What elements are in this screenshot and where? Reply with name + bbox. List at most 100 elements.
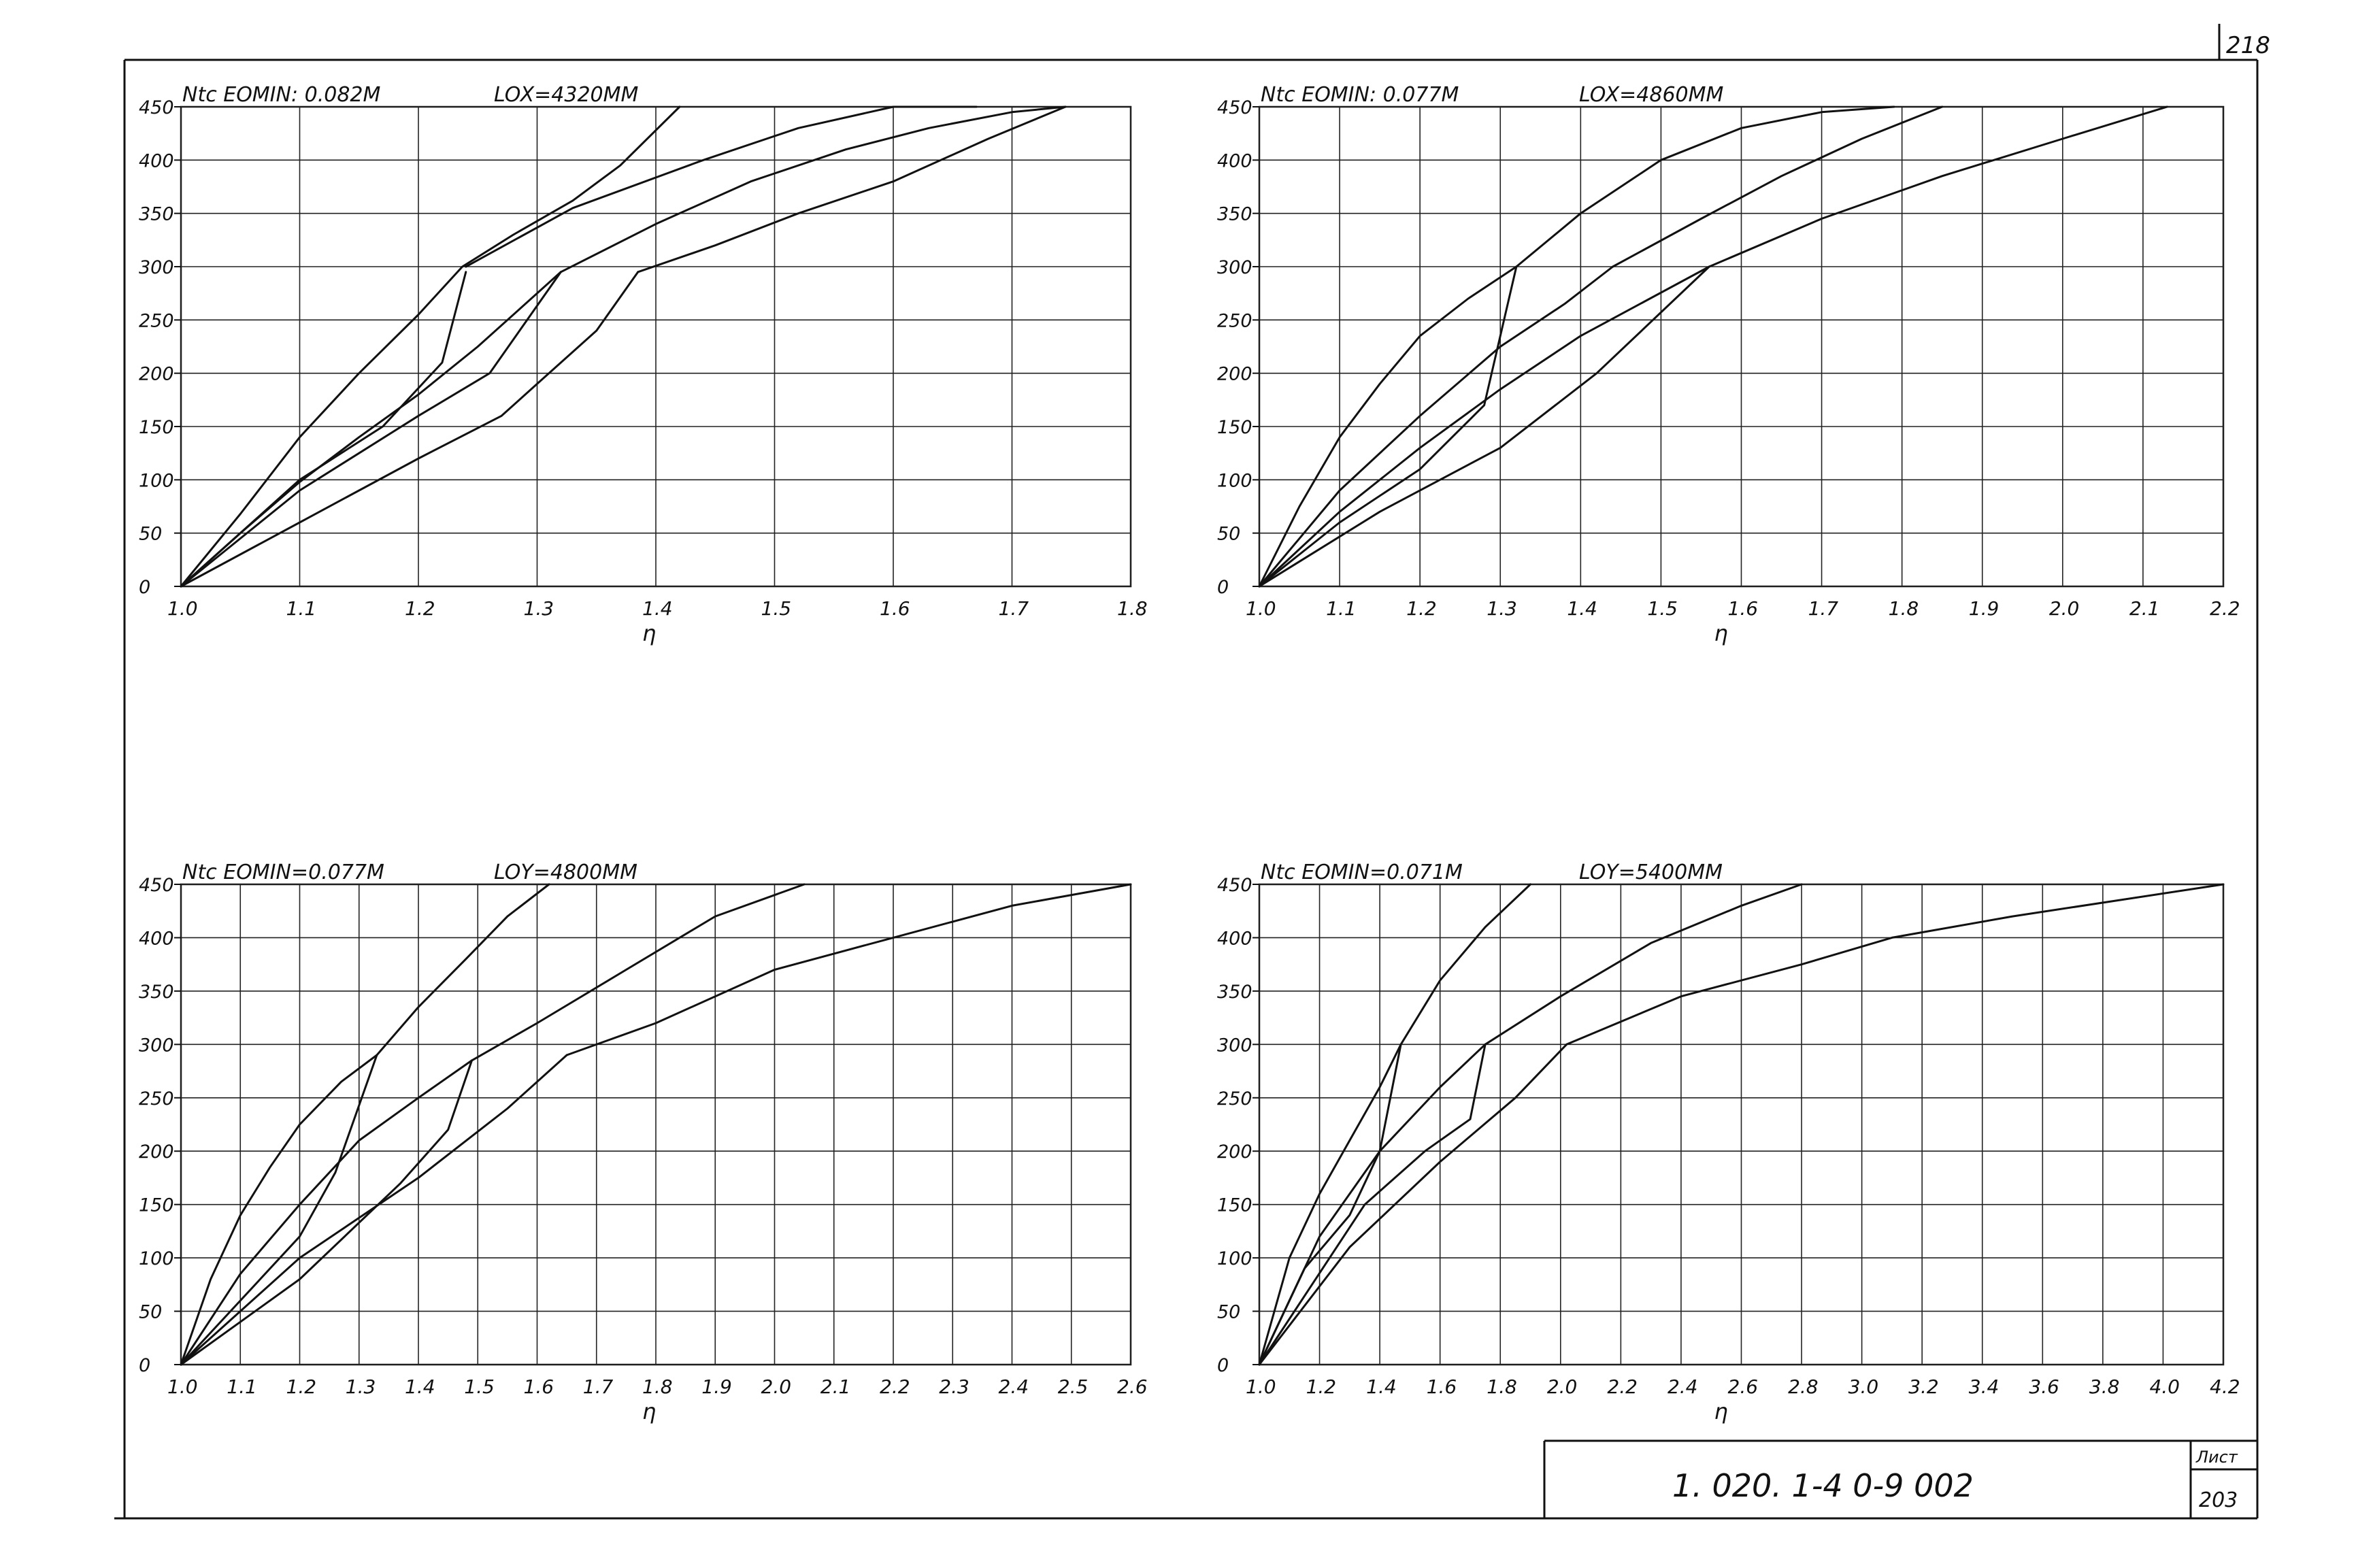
x-tick-label: 1.6 bbox=[1728, 597, 1759, 620]
chart-title: Ntc EOMIN=0.071M bbox=[1261, 861, 1463, 884]
x-tick-label: 2.0 bbox=[1547, 1375, 1578, 1398]
series-line bbox=[180, 1054, 378, 1366]
chart-subtitle: LOY=5400MM bbox=[1579, 861, 1723, 884]
y-tick-label: 150 bbox=[139, 1195, 174, 1216]
series-line bbox=[1258, 265, 1614, 588]
x-tick-label: 3.2 bbox=[1908, 1375, 1939, 1398]
x-tick-label: 1.3 bbox=[1487, 597, 1517, 620]
x-tick-label: 1.8 bbox=[1117, 597, 1148, 620]
y-tick-label: 100 bbox=[139, 470, 174, 491]
x-tick-label: 1.7 bbox=[1808, 597, 1839, 620]
series-line bbox=[1258, 265, 1518, 588]
y-tick-label: 50 bbox=[139, 1302, 162, 1323]
y-tick-label: 250 bbox=[1217, 1088, 1252, 1110]
y-tick-label: 50 bbox=[1217, 1302, 1240, 1323]
chart-3: 1.0 1.1 1.2 1.3 1.4 1.5 1.6 1.7 1.8 1.9 2.0 2.1 2.2 2… bbox=[139, 861, 1148, 1424]
y-tick-label: 200 bbox=[1217, 1141, 1252, 1163]
y-tick-label: 250 bbox=[139, 1088, 174, 1110]
series-line bbox=[1258, 265, 1710, 588]
series-line bbox=[180, 1054, 568, 1366]
y-tick-label: 150 bbox=[1217, 417, 1252, 438]
x-axis-label: η bbox=[642, 1399, 656, 1424]
y-tick-label: 350 bbox=[139, 982, 174, 1003]
x-tick-label: 1.6 bbox=[524, 1375, 554, 1398]
series-line bbox=[1399, 883, 1531, 1046]
x-tick-label: 1.9 bbox=[1969, 597, 1999, 620]
x-tick-label: 2.1 bbox=[820, 1375, 851, 1398]
series-line bbox=[565, 883, 1132, 1056]
plots-layer: 1.0 1.1 1.2 1.3 1.4 1.5 1.6 1.7 1.8 0 50 100 150 200 2… bbox=[139, 83, 2240, 1424]
x-tick-label: 1.0 bbox=[1246, 1375, 1276, 1398]
series-line bbox=[180, 271, 562, 588]
y-tick-label: 400 bbox=[1217, 150, 1252, 171]
y-tick-label: 450 bbox=[1217, 97, 1252, 118]
x-tick-label: 1.8 bbox=[1889, 597, 1919, 620]
y-tick-label: 300 bbox=[139, 1035, 174, 1056]
y-tick-label: 450 bbox=[139, 97, 174, 118]
series-line bbox=[180, 271, 640, 588]
series-line bbox=[180, 1054, 378, 1366]
x-tick-label: 1.4 bbox=[1567, 597, 1597, 620]
series-line bbox=[1258, 265, 1710, 588]
x-tick-label: 2.0 bbox=[2049, 597, 2080, 620]
x-tick-label: 2.8 bbox=[1788, 1375, 1819, 1398]
series-line bbox=[1612, 105, 1944, 268]
x-tick-label: 1.0 bbox=[1246, 597, 1276, 620]
y-tick-label: 300 bbox=[1217, 257, 1252, 278]
y-tick-label: 0 bbox=[1217, 1355, 1229, 1376]
x-axis-label: η bbox=[1714, 1399, 1728, 1424]
x-tick-label: 2.2 bbox=[2210, 597, 2240, 620]
y-tick-label: 450 bbox=[1217, 875, 1252, 896]
y-tick-label: 400 bbox=[1217, 928, 1252, 949]
series-line bbox=[1258, 1043, 1402, 1366]
series-line bbox=[1515, 105, 1895, 268]
series-line bbox=[1258, 1043, 1402, 1366]
x-tick-label: 2.1 bbox=[2129, 597, 2160, 620]
x-tick-label: 2.4 bbox=[1667, 1375, 1698, 1398]
x-tick-label: 2.3 bbox=[939, 1375, 969, 1398]
x-tick-label: 1.2 bbox=[405, 597, 435, 620]
x-tick-label: 1.7 bbox=[999, 597, 1029, 620]
chart-2: 1.0 1.1 1.2 1.3 1.4 1.5 1.6 1.7 1.8 1.9 2.0 2.1 2.2 0… bbox=[1217, 83, 2240, 646]
x-tick-label: 1.4 bbox=[642, 597, 673, 620]
x-tick-label: 1.5 bbox=[464, 1375, 495, 1398]
y-tick-label: 300 bbox=[1217, 1035, 1252, 1056]
x-tick-label: 1.6 bbox=[1427, 1375, 1457, 1398]
y-tick-label: 100 bbox=[139, 1248, 174, 1269]
x-tick-label: 1.5 bbox=[1647, 597, 1678, 620]
y-tick-label: 350 bbox=[1217, 982, 1252, 1003]
x-tick-label: 1.1 bbox=[227, 1375, 257, 1398]
x-tick-label: 1.4 bbox=[405, 1375, 435, 1398]
y-tick-label: 350 bbox=[1217, 204, 1252, 225]
y-tick-label: 150 bbox=[1217, 1195, 1252, 1216]
chart-subtitle: LOY=4800MM bbox=[494, 861, 637, 884]
x-tick-label: 2.6 bbox=[1728, 1375, 1759, 1398]
drawing-code: 1. 020. 1-4 0-9 002 bbox=[1672, 1467, 1974, 1504]
y-tick-label: 50 bbox=[139, 524, 162, 545]
x-tick-label: 1.3 bbox=[524, 597, 554, 620]
x-tick-label: 1.9 bbox=[701, 1375, 732, 1398]
y-tick-label: 0 bbox=[139, 1355, 150, 1376]
chart-1: 1.0 1.1 1.2 1.3 1.4 1.5 1.6 1.7 1.8 0 50 100 150 200 2… bbox=[139, 83, 1148, 646]
series-line bbox=[471, 883, 806, 1062]
y-tick-label: 450 bbox=[139, 875, 174, 896]
x-tick-label: 1.5 bbox=[761, 597, 792, 620]
x-tick-label: 1.7 bbox=[583, 1375, 614, 1398]
series-line bbox=[465, 105, 978, 268]
x-tick-label: 1.6 bbox=[880, 597, 910, 620]
series-line bbox=[1258, 1043, 1487, 1366]
x-tick-label: 1.1 bbox=[286, 597, 317, 620]
x-tick-label: 3.0 bbox=[1848, 1375, 1879, 1398]
chart-title: Ntc EOMIN: 0.082M bbox=[182, 83, 381, 107]
x-tick-label: 2.0 bbox=[761, 1375, 792, 1398]
x-tick-label: 1.2 bbox=[1306, 1375, 1337, 1398]
frame bbox=[114, 24, 2259, 1520]
x-tick-label: 1.2 bbox=[286, 1375, 317, 1398]
x-tick-label: 2.2 bbox=[1607, 1375, 1638, 1398]
x-tick-label: 4.2 bbox=[2210, 1375, 2240, 1398]
y-tick-label: 0 bbox=[139, 577, 150, 598]
corner-page-number: 218 bbox=[2226, 32, 2270, 59]
chart-subtitle: LOX=4320MM bbox=[494, 83, 639, 107]
x-tick-label: 3.4 bbox=[1969, 1375, 1999, 1398]
